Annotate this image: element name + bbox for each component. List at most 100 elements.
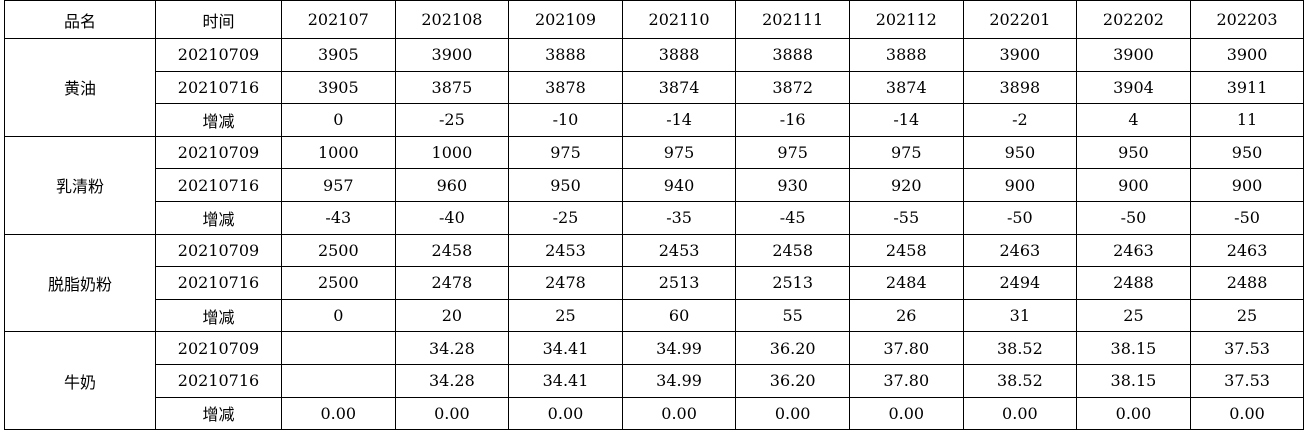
- value-cell: 3911: [1189, 70, 1305, 105]
- value-cell: 34.28: [394, 331, 510, 365]
- table-row: 增减 0.00 0.00 0.00 0.00 0.00 0.00 0.00 0.00 0.00: [5, 396, 1305, 431]
- row-label: 20210709: [155, 38, 282, 72]
- row-label: 20210709: [155, 233, 282, 268]
- value-cell: 3875: [394, 70, 510, 105]
- product-name: 牛奶: [4, 331, 156, 431]
- value-cell: -25: [508, 200, 623, 235]
- row-label: 20210709: [155, 331, 282, 365]
- value-cell: 1000: [281, 135, 396, 170]
- value-cell: 11: [1189, 103, 1305, 137]
- value-cell: 4: [1076, 103, 1191, 137]
- value-cell: 3898: [962, 70, 1078, 105]
- value-cell: 38.52: [962, 331, 1078, 365]
- header-cell: 202108: [394, 0, 510, 39]
- value-cell: 2463: [962, 233, 1078, 268]
- row-label: 增减: [155, 396, 282, 431]
- value-cell: 3900: [394, 38, 510, 72]
- header-cell: 202109: [508, 0, 623, 39]
- value-cell: 957: [281, 168, 396, 202]
- value-cell: 0.00: [508, 396, 623, 431]
- value-cell: 950: [962, 135, 1078, 170]
- value-cell: 2478: [508, 266, 623, 300]
- value-cell: 2463: [1189, 233, 1305, 268]
- row-label: 20210716: [155, 70, 282, 105]
- table-row: 20210716 3905 3875 3878 3874 3872 3874 3898 3904…: [5, 70, 1305, 105]
- row-label: 20210716: [155, 363, 282, 398]
- header-cell: 202203: [1189, 0, 1305, 39]
- value-cell: 3888: [621, 38, 737, 72]
- empty-cell: [281, 363, 396, 398]
- table-row: 脱脂奶粉 20210709 2500 2458 2453 2453 2458 2458 2463…: [4, 233, 1305, 333]
- value-cell: 3874: [621, 70, 737, 105]
- empty-cell: [281, 331, 396, 365]
- value-cell: -16: [735, 103, 850, 137]
- row-label: 增减: [155, 298, 282, 333]
- table-row: 增减 0 -25 -10 -14 -16 -14 -2 4 11: [5, 103, 1305, 137]
- value-cell: 2478: [394, 266, 510, 300]
- value-cell: 900: [1076, 168, 1191, 202]
- value-cell: 2458: [735, 233, 850, 268]
- value-cell: -14: [621, 103, 737, 137]
- value-cell: -55: [848, 200, 964, 235]
- value-cell: 0.00: [621, 396, 737, 431]
- value-cell: 3888: [735, 38, 850, 72]
- value-cell: 37.80: [848, 363, 964, 398]
- value-cell: 960: [394, 168, 510, 202]
- product-name: 脱脂奶粉: [4, 233, 156, 333]
- value-cell: 975: [735, 135, 850, 170]
- value-cell: 0: [281, 298, 396, 333]
- value-cell: 2458: [394, 233, 510, 268]
- value-cell: 25: [508, 298, 623, 333]
- header-cell: 202202: [1076, 0, 1191, 39]
- table-row: 20210716 2500 2478 2478 2513 2513 2484 2494 2488…: [5, 266, 1305, 300]
- value-cell: 38.15: [1076, 363, 1191, 398]
- value-cell: 950: [508, 168, 623, 202]
- value-cell: 0.00: [735, 396, 850, 431]
- value-cell: 3874: [848, 70, 964, 105]
- value-cell: 900: [962, 168, 1078, 202]
- value-cell: 3904: [1076, 70, 1191, 105]
- value-cell: 36.20: [735, 363, 850, 398]
- value-cell: 34.41: [508, 363, 623, 398]
- value-cell: 940: [621, 168, 737, 202]
- value-cell: -14: [848, 103, 964, 137]
- row-label: 20210709: [155, 135, 282, 170]
- value-cell: 37.53: [1189, 363, 1305, 398]
- value-cell: -35: [621, 200, 737, 235]
- value-cell: -43: [281, 200, 396, 235]
- value-cell: 34.99: [621, 331, 737, 365]
- value-cell: 20: [394, 298, 510, 333]
- value-cell: 2500: [281, 233, 396, 268]
- value-cell: 2463: [1076, 233, 1191, 268]
- value-cell: 2500: [281, 266, 396, 300]
- value-cell: 36.20: [735, 331, 850, 365]
- value-cell: 3905: [281, 70, 396, 105]
- header-cell: 品名: [4, 0, 156, 39]
- value-cell: 0.00: [848, 396, 964, 431]
- value-cell: 2453: [621, 233, 737, 268]
- header-cell: 202107: [281, 0, 396, 39]
- table-row: 牛奶 20210709 34.28 34.41 34.99 36.20 37.80 38.52…: [4, 331, 1305, 431]
- row-label: 增减: [155, 103, 282, 137]
- value-cell: 950: [1076, 135, 1191, 170]
- value-cell: 34.28: [394, 363, 510, 398]
- value-cell: 0.00: [394, 396, 510, 431]
- value-cell: 2484: [848, 266, 964, 300]
- value-cell: 975: [508, 135, 623, 170]
- value-cell: -50: [1189, 200, 1305, 235]
- value-cell: 900: [1189, 168, 1305, 202]
- value-cell: 26: [848, 298, 964, 333]
- header-cell: 202201: [962, 0, 1078, 39]
- value-cell: -10: [508, 103, 623, 137]
- product-name: 乳清粉: [4, 135, 156, 235]
- value-cell: -2: [962, 103, 1078, 137]
- value-cell: 0.00: [962, 396, 1078, 431]
- value-cell: 2453: [508, 233, 623, 268]
- value-cell: 920: [848, 168, 964, 202]
- value-cell: 1000: [394, 135, 510, 170]
- value-cell: 2494: [962, 266, 1078, 300]
- value-cell: 3905: [281, 38, 396, 72]
- value-cell: -50: [962, 200, 1078, 235]
- value-cell: 31: [962, 298, 1078, 333]
